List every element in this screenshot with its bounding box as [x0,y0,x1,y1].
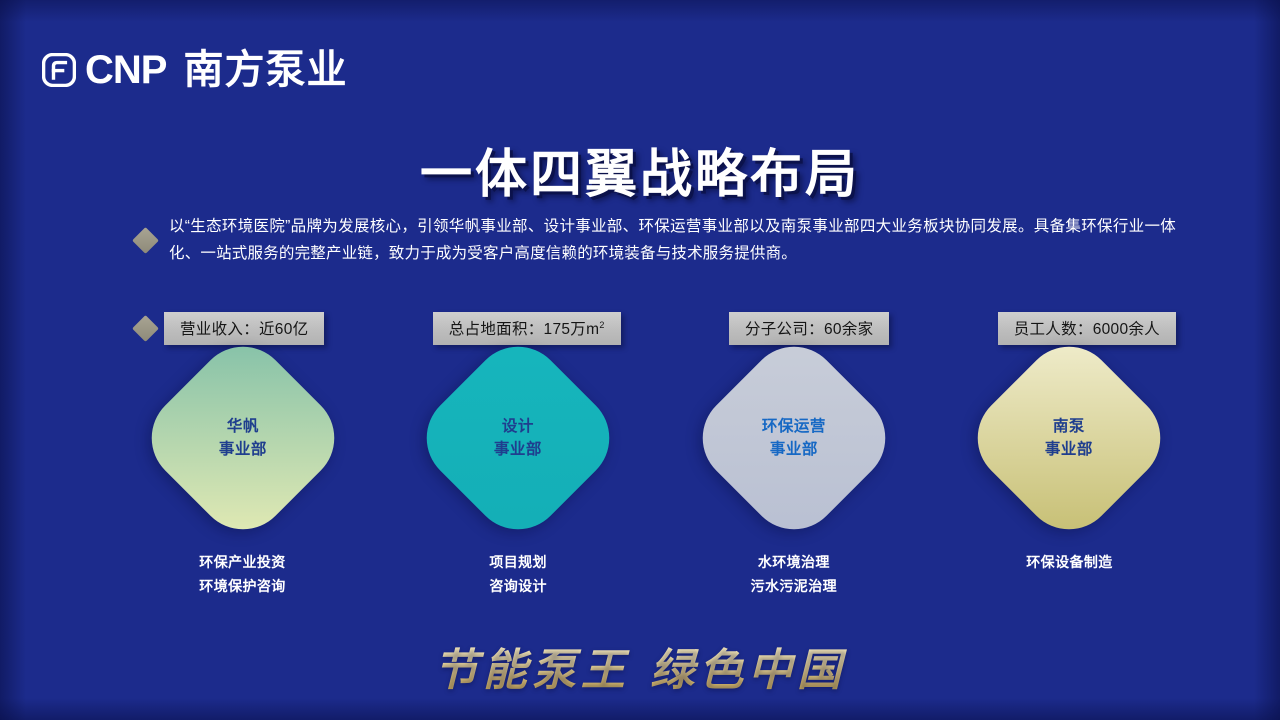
brand-chinese-name: 南方泵业 [183,48,348,92]
unit-subtitle: 事业部 [218,440,267,458]
unit-title: 设计 [502,417,535,435]
stat-box: 营业收入：近60亿 [164,312,325,345]
business-unit-shape[interactable]: 设计 事业部 [407,327,629,549]
bottom-slogan: 节能泵王 绿色中国 [0,634,1280,698]
stats-list: 营业收入：近60亿 总占地面积：175万m2 分子公司：60余家 员工人数：60… [164,312,1176,345]
business-unit-caption: 项目规划 咨询设计 [489,554,547,595]
page-title: 一体四翼战略布局 [419,146,860,204]
business-unit-name: 环保运营 事业部 [762,415,826,462]
brand-logo: CNP 南方泵业 [42,50,347,90]
business-unit-card[interactable]: 南泵 事业部 环保设备制造 [957,327,1182,574]
unit-title: 环保运营 [761,417,826,435]
unit-subtitle: 事业部 [1045,440,1094,458]
business-unit-shape[interactable]: 南泵 事业部 [959,327,1180,549]
stat-box: 员工人数：6000余人 [997,312,1176,345]
diamond-bullet-icon [132,227,159,255]
business-unit-caption: 环保产业投资 环境保护咨询 [199,554,286,595]
stat-label: 分子公司：60余家 [744,321,874,338]
unit-title: 华帆 [226,417,259,435]
stat-label: 员工人数：6000余人 [1013,321,1160,338]
business-units-row: 华帆 事业部 环保产业投资 环境保护咨询 设计 事业部 项目规划 咨询设计 环保运营… [130,327,1182,598]
stat-label: 营业收入：近60亿 [180,321,309,338]
stats-block: 营业收入：近60亿 总占地面积：175万m2 分子公司：60余家 员工人数：60… [132,312,1176,345]
business-unit-caption: 水环境治理 污水污泥治理 [750,554,838,595]
business-unit-caption: 环保设备制造 [1026,554,1113,570]
unit-title: 南泵 [1053,417,1086,435]
business-unit-card[interactable]: 华帆 事业部 环保产业投资 环境保护咨询 [130,327,355,598]
intro-text: 以“生态环境医院”品牌为发展核心，引领华帆事业部、设计事业部、环保运营事业部以及… [169,218,1176,262]
business-unit-shape[interactable]: 华帆 事业部 [132,327,353,549]
unit-subtitle: 事业部 [769,440,818,458]
business-unit-name: 设计 事业部 [494,415,542,462]
brand-latin-name: CNP [85,48,167,92]
business-unit-name: 南泵 事业部 [1045,415,1093,462]
business-unit-card[interactable]: 环保运营 事业部 水环境治理 污水污泥治理 [681,327,906,598]
business-unit-shape[interactable]: 环保运营 事业部 [683,327,905,549]
unit-subtitle: 事业部 [494,440,543,458]
diamond-bullet-icon [132,315,159,342]
business-unit-card[interactable]: 设计 事业部 项目规划 咨询设计 [406,327,631,598]
stat-box: 总占地面积：175万m2 [432,312,621,345]
cnp-logo-icon [42,53,76,87]
intro-block: 以“生态环境医院”品牌为发展核心，引领华帆事业部、设计事业部、环保运营事业部以及… [132,214,1176,267]
business-unit-name: 华帆 事业部 [218,415,266,462]
stat-box: 分子公司：60余家 [728,312,890,345]
stat-label: 总占地面积：175万m2 [448,319,605,338]
